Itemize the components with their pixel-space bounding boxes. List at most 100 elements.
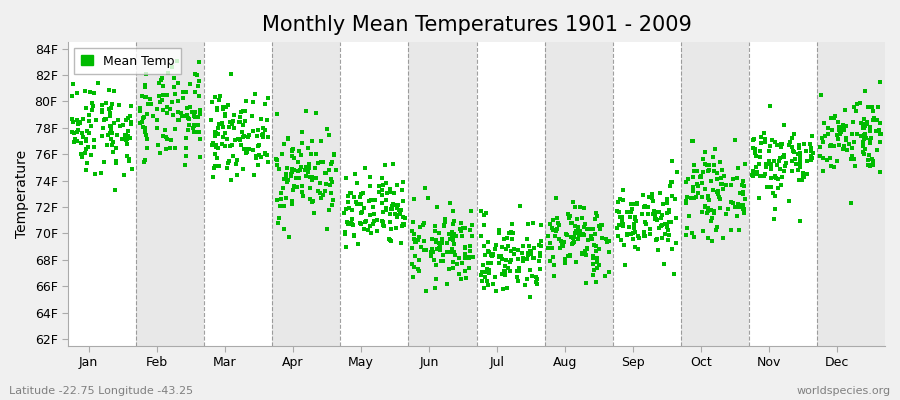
Point [804, 152, 818, 159]
Point [454, 233, 469, 239]
Point [383, 237, 398, 244]
Point [74, 151, 88, 157]
Point [712, 194, 726, 200]
Point [575, 250, 590, 256]
Point [75, 154, 89, 160]
Point [185, 109, 200, 115]
Point [298, 167, 312, 174]
Point [804, 145, 818, 151]
Point [339, 219, 354, 226]
Point [338, 206, 353, 212]
Point [465, 233, 480, 240]
Point [144, 100, 158, 107]
Point [504, 248, 518, 254]
Point [362, 198, 376, 204]
Point [562, 214, 576, 221]
Point [697, 169, 711, 176]
Point [249, 155, 264, 161]
Point [445, 228, 459, 235]
Point [716, 186, 731, 192]
Point [328, 166, 343, 173]
Point [277, 176, 292, 183]
Point [749, 171, 763, 177]
Point [732, 226, 746, 233]
Point [282, 135, 296, 141]
Point [652, 225, 666, 232]
Point [567, 230, 581, 236]
Point [219, 104, 233, 111]
Point [816, 120, 831, 126]
Point [752, 161, 766, 167]
Point [523, 267, 537, 274]
Point [247, 172, 261, 178]
Point [842, 141, 856, 147]
Point [862, 128, 877, 134]
Point [534, 243, 548, 250]
Point [313, 180, 328, 186]
Point [319, 181, 333, 188]
Point [860, 157, 875, 163]
Point [299, 172, 313, 179]
Point [104, 110, 118, 116]
Point [718, 211, 733, 217]
Point [804, 156, 818, 163]
Point [473, 208, 488, 214]
Point [165, 99, 179, 105]
Point [763, 143, 778, 149]
Point [405, 261, 419, 267]
Point [781, 197, 796, 204]
Point [166, 112, 180, 119]
Point [710, 188, 724, 195]
Point [850, 100, 864, 107]
Point [849, 108, 863, 114]
Point [353, 194, 367, 201]
Bar [817, 42, 885, 346]
Point [123, 120, 138, 127]
Point [577, 232, 591, 238]
Point [67, 139, 81, 145]
Point [305, 198, 320, 204]
Point [457, 268, 472, 274]
Point [152, 150, 166, 156]
Point [582, 226, 597, 232]
Point [532, 258, 546, 264]
Point [701, 167, 716, 174]
Point [163, 137, 177, 143]
Point [525, 273, 539, 280]
Point [565, 241, 580, 248]
Point [554, 244, 568, 251]
Point [592, 262, 607, 268]
Point [143, 96, 157, 102]
Point [549, 228, 563, 234]
Point [616, 222, 630, 229]
Point [736, 206, 751, 212]
Point [827, 142, 842, 149]
Point [389, 225, 403, 231]
Point [434, 258, 448, 264]
Point [496, 286, 510, 292]
Point [704, 178, 718, 184]
Point [624, 201, 638, 208]
Point [708, 227, 723, 233]
Point [76, 134, 91, 140]
Point [113, 122, 128, 129]
Point [150, 142, 165, 148]
Point [440, 248, 454, 255]
Point [396, 221, 410, 227]
Point [832, 127, 846, 133]
Point [120, 134, 134, 140]
Point [120, 132, 134, 138]
Point [775, 141, 789, 148]
Point [212, 96, 226, 103]
Point [696, 228, 710, 234]
Point [652, 190, 667, 196]
Point [110, 132, 124, 138]
Point [304, 174, 319, 180]
Point [211, 107, 225, 113]
Point [588, 216, 602, 222]
Point [753, 139, 768, 146]
Point [428, 285, 443, 291]
Point [405, 245, 419, 252]
Point [627, 223, 642, 230]
Point [785, 158, 799, 164]
